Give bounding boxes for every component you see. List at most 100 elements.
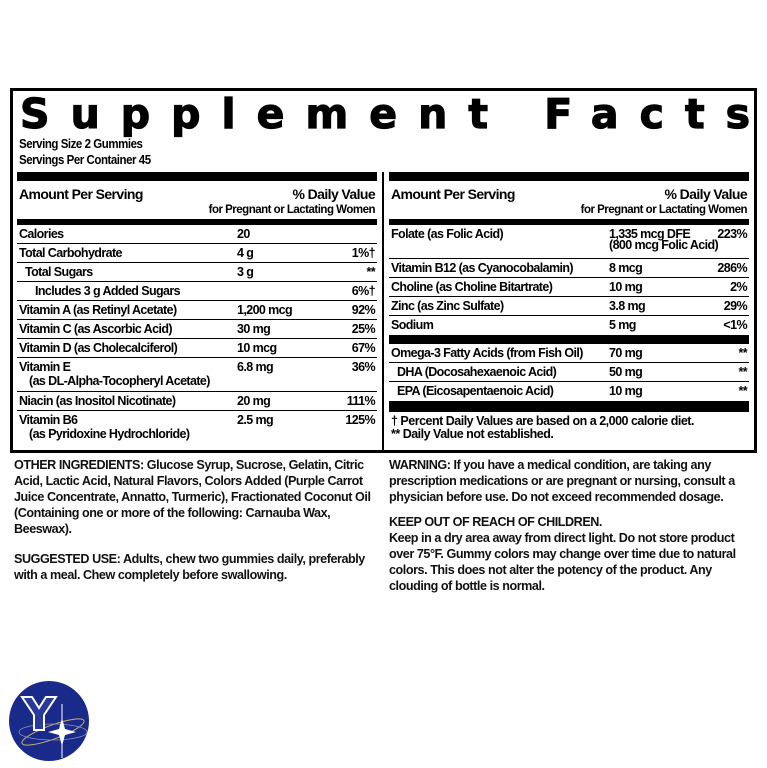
nutrient-name: Total Sugars: [25, 265, 93, 279]
table-row: Includes 3 g Added Sugars 6%†: [17, 282, 377, 301]
dv-subheader: for Pregnant or Lactating Women: [580, 204, 748, 216]
daily-value: 67%: [351, 341, 376, 355]
table-row: Vitamin A (as Retinyl Acetate) 1,200 mcg 9…: [17, 301, 377, 320]
dv-subheader: for Pregnant or Lactating Women: [208, 204, 376, 216]
nutrient-name: Vitamin C (as Ascorbic Acid): [19, 322, 173, 336]
table-row: Folate (as Folic Acid) 1,335 mcg DFE (800 …: [389, 225, 749, 259]
nutrient-name: Total Carbohydrate: [19, 246, 122, 260]
amount-value: 3 g: [237, 265, 254, 279]
amount-value: 20 mg: [237, 394, 271, 408]
panel-title: Supplement Facts: [19, 90, 767, 138]
daily-value: <1%: [723, 318, 747, 332]
nutrient-name: Vitamin B12 (as Cyanocobalamin): [391, 261, 574, 275]
footnote-dagger: † Percent Daily Values are based on a 2,…: [391, 414, 694, 428]
nutrient-name: Sodium: [391, 318, 434, 332]
thick-rule: [389, 172, 749, 181]
daily-value: **: [366, 265, 375, 279]
amount-value: 8 mcg: [609, 261, 643, 275]
table-header: Amount Per Serving % Daily Value for Pre…: [389, 181, 749, 219]
brand-logo-icon: [9, 681, 89, 761]
amount-value: 50 mg: [609, 365, 643, 379]
daily-value: **: [738, 346, 747, 360]
amount-value: 70 mg: [609, 346, 643, 360]
table-row: Vitamin D (as Cholecalciferol) 10 mcg 67%: [17, 339, 377, 358]
nutrient-name: Calories: [19, 227, 64, 241]
thick-rule: [17, 219, 377, 225]
other-ingredients: OTHER INGREDIENTS: Glucose Syrup, Sucros…: [14, 457, 384, 537]
nutrient-name: Niacin (as Inositol Nicotinate): [19, 394, 176, 408]
suggested-use-text: Adults, chew two gummies daily, preferab…: [14, 552, 365, 582]
table-row: Total Carbohydrate 4 g 1%†: [17, 244, 377, 263]
amount-header: Amount Per Serving: [391, 186, 515, 202]
warning: WARNING: If you have a medical condition…: [389, 457, 754, 505]
table-row: Vitamin E (as DL-Alpha-Tocopheryl Acetate…: [17, 358, 377, 392]
nutrient-name: EPA (Eicosapentaenoic Acid): [397, 384, 554, 398]
daily-value: 223%: [717, 227, 747, 241]
amount-value: 6.8 mg: [237, 360, 274, 374]
nutrient-name: Vitamin A (as Retinyl Acetate): [19, 303, 177, 317]
nutrient-name: Folate (as Folic Acid): [391, 227, 504, 241]
supplement-facts-panel: Supplement Facts Serving Size 2 Gummies …: [10, 88, 757, 453]
warning-text: If you have a medical condition, are tak…: [389, 458, 735, 504]
nutrient-name: Vitamin D (as Cholecalciferol): [19, 341, 178, 355]
table-row: Sodium 5 mg <1%: [389, 316, 749, 335]
table-row: Vitamin C (as Ascorbic Acid) 30 mg 25%: [17, 320, 377, 339]
amount-value: 2.5 mg: [237, 413, 274, 427]
nutrient-source: (as Pyridoxine Hydrochloride): [29, 427, 190, 441]
other-ingredients-text: Glucose Syrup, Sucrose, Gelatin, Citric …: [14, 458, 371, 536]
serving-size: Serving Size 2 Gummies: [19, 137, 143, 151]
daily-value: 36%: [351, 360, 376, 374]
nutrient-name: Vitamin B6: [19, 413, 78, 427]
suggested-use: SUGGESTED USE: Adults, chew two gummies …: [14, 551, 384, 583]
servings-per-container: Servings Per Container 45: [19, 153, 151, 167]
thick-rule: [389, 335, 749, 344]
other-ingredients-label: OTHER INGREDIENTS:: [14, 458, 144, 472]
dv-header: % Daily Value: [292, 186, 376, 202]
keep-out: KEEP OUT OF REACH OF CHILDREN. Keep in a…: [389, 514, 754, 594]
table-row: Zinc (as Zinc Sulfate) 3.8 mg 29%: [389, 297, 749, 316]
amount-value: 4 g: [237, 246, 254, 260]
daily-value: 125%: [345, 413, 375, 427]
nutrient-name: Includes 3 g Added Sugars: [35, 284, 181, 298]
table-row: Calories 20: [17, 225, 377, 244]
column-divider: [382, 172, 384, 453]
amount-header: Amount Per Serving: [19, 186, 143, 202]
table-row: EPA (Eicosapentaenoic Acid) 10 mg **: [389, 382, 749, 401]
nutrient-source: (as DL-Alpha-Tocopheryl Acetate): [29, 374, 210, 388]
daily-value: 29%: [723, 299, 748, 313]
warning-label: WARNING:: [389, 458, 451, 472]
thick-rule: [389, 219, 749, 225]
thick-rule: [17, 172, 377, 181]
nutrient-name: Vitamin E: [19, 360, 71, 374]
amount-value: 20: [237, 227, 250, 241]
footnotes: † Percent Daily Values are based on a 2,…: [389, 412, 749, 444]
table-row: Omega-3 Fatty Acids (from Fish Oil) 70 mg…: [389, 344, 749, 363]
table-row: Total Sugars 3 g **: [17, 263, 377, 282]
daily-value: **: [738, 384, 747, 398]
daily-value: 6%†: [351, 284, 376, 298]
amount-value: 1,335 mcg DFE: [609, 227, 691, 241]
daily-value: **: [738, 365, 747, 379]
nutrient-name: Zinc (as Zinc Sulfate): [391, 299, 504, 313]
amount-value: 10 mg: [609, 280, 643, 294]
amount-value: 10 mg: [609, 384, 643, 398]
amount-value: 5 mg: [609, 318, 636, 332]
table-row: DHA (Docosahexaenoic Acid) 50 mg **: [389, 363, 749, 382]
daily-value: 2%: [730, 280, 747, 294]
keep-out-text: Keep in a dry area away from direct ligh…: [389, 531, 736, 593]
nutrient-name: Choline (as Choline Bitartrate): [391, 280, 553, 294]
daily-value: 92%: [351, 303, 376, 317]
amount-value: 3.8 mg: [609, 299, 646, 313]
right-table: Amount Per Serving % Daily Value for Pre…: [389, 172, 749, 444]
left-table: Amount Per Serving % Daily Value for Pre…: [17, 172, 377, 445]
dv-header: % Daily Value: [664, 186, 748, 202]
footnote-asterisk: ** Daily Value not established.: [391, 427, 554, 441]
amount-value: 30 mg: [237, 322, 271, 336]
daily-value: 286%: [717, 261, 747, 275]
amount-detail: (800 mcg Folic Acid): [609, 238, 719, 252]
table-row: Niacin (as Inositol Nicotinate) 20 mg 111%: [17, 392, 377, 411]
suggested-use-label: SUGGESTED USE:: [14, 552, 121, 566]
amount-value: 1,200 mcg: [237, 303, 293, 317]
table-header: Amount Per Serving % Daily Value for Pre…: [17, 181, 377, 219]
keep-out-label: KEEP OUT OF REACH OF CHILDREN.: [389, 515, 602, 529]
